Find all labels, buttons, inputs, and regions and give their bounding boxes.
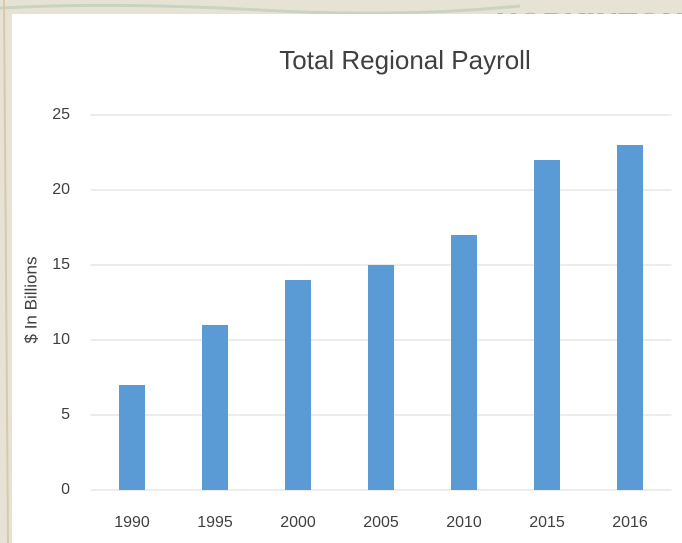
x-tick-label: 1990	[114, 514, 150, 531]
bar	[119, 385, 145, 490]
y-axis-label: $ In Billions	[21, 257, 40, 344]
map-border	[3, 0, 9, 543]
bar	[534, 160, 560, 490]
chart-title: Total Regional Payroll	[279, 45, 530, 75]
y-tick-label: 25	[52, 106, 70, 123]
bar	[451, 235, 477, 490]
chart: Total Regional Payroll $ In Billions 0 5 1…	[21, 45, 672, 531]
y-tick-label: 20	[52, 181, 70, 198]
y-tick-label: 5	[61, 406, 70, 423]
y-tick-label: 10	[52, 331, 70, 348]
x-tick-label: 2010	[446, 514, 482, 531]
bar	[202, 325, 228, 490]
x-tick-label: 2016	[612, 514, 648, 531]
bar	[368, 265, 394, 490]
y-tick-label: 15	[52, 256, 70, 273]
x-tick-label: 2015	[529, 514, 565, 531]
bar	[617, 145, 643, 490]
chart-panel	[12, 14, 682, 543]
map-road	[0, 3, 521, 15]
y-tick-label: 0	[61, 481, 70, 498]
x-tick-label: 2005	[363, 514, 399, 531]
x-tick-label: 2000	[280, 514, 316, 531]
x-tick-label: 1995	[197, 514, 233, 531]
bar	[285, 280, 311, 490]
